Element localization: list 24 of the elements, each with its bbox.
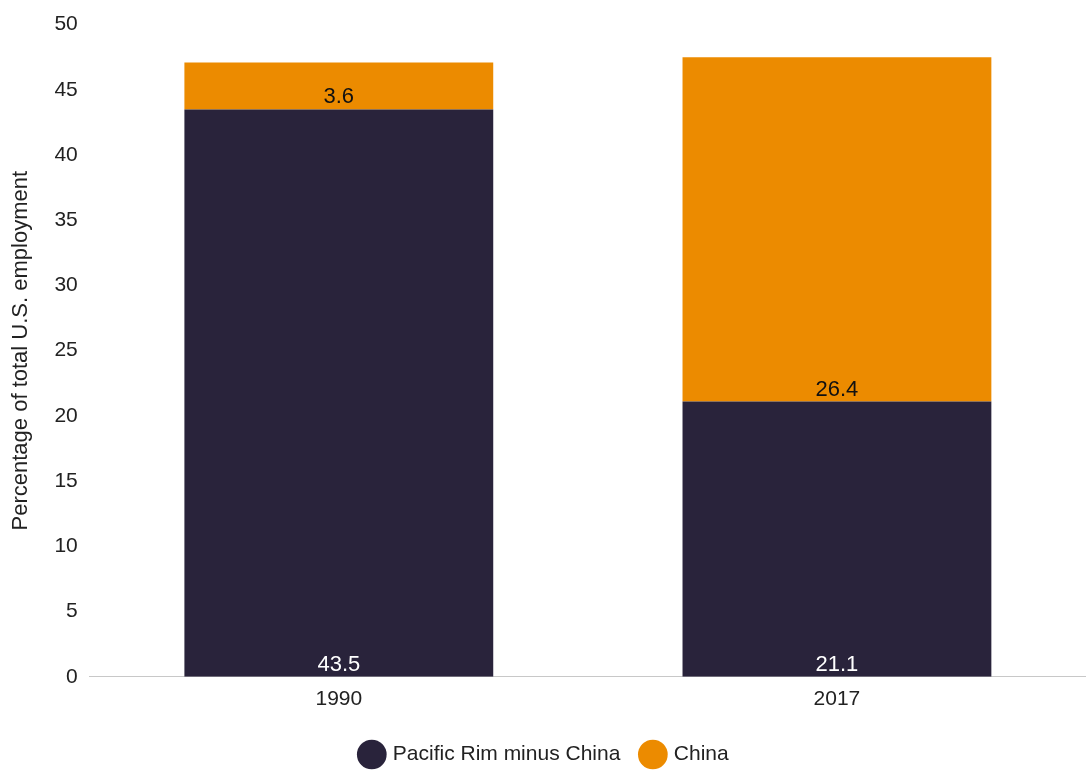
y-tick-label: 50 (54, 11, 78, 35)
x-tick-label: 1990 (315, 686, 363, 710)
y-tick-label: 40 (54, 141, 78, 165)
x-tick-label: 2017 (813, 686, 861, 710)
bar (184, 62, 494, 110)
data-label: 21.1 (815, 650, 859, 676)
legend-label: Pacific Rim minus China (392, 741, 621, 765)
bar (184, 109, 494, 677)
data-label: 26.4 (815, 375, 859, 401)
y-tick-label: 45 (54, 76, 78, 100)
bar (682, 57, 992, 402)
data-label: 3.6 (323, 83, 355, 109)
y-tick-label: 10 (54, 533, 78, 557)
y-tick-label: 30 (54, 272, 78, 296)
y-tick-label: 25 (54, 337, 78, 361)
y-axis-title: Percentage of total U.S. employment (7, 170, 33, 531)
data-label: 43.5 (317, 650, 361, 676)
y-tick-label: 35 (54, 207, 78, 231)
y-tick-label: 0 (66, 663, 78, 687)
y-tick-label: 20 (54, 402, 78, 426)
y-tick-label: 5 (66, 598, 78, 622)
bar (682, 401, 992, 677)
y-tick-label: 15 (54, 467, 78, 491)
legend-label: China (673, 741, 730, 765)
